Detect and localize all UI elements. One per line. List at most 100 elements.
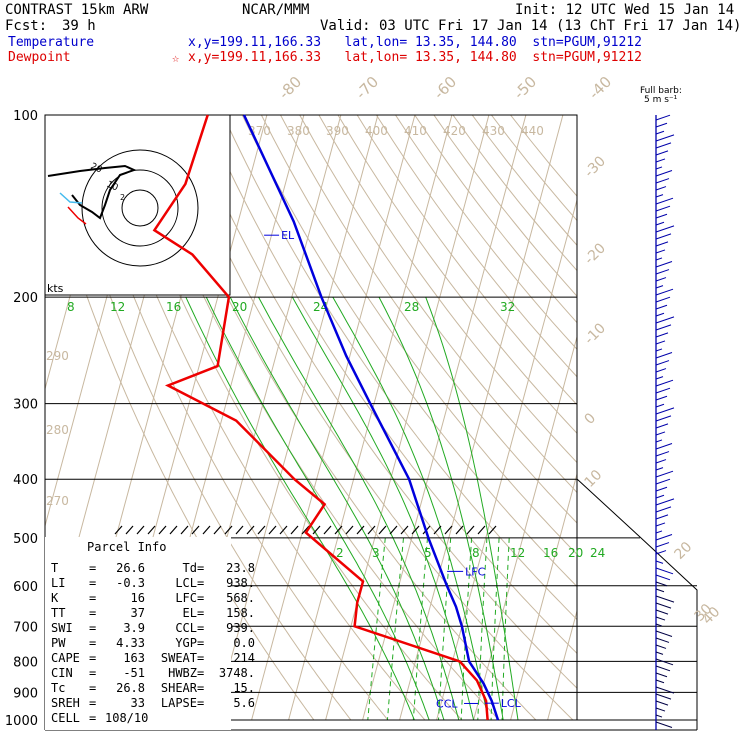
moist-adiabat-line: [258, 296, 460, 721]
parcel-label: Tc: [51, 681, 66, 695]
parcel-label: EL: [182, 606, 197, 620]
isotherm-line: [362, 115, 527, 721]
pressure-tick-label: 100: [13, 109, 38, 124]
wind-barb: [655, 550, 667, 555]
wind-barb: [655, 574, 671, 581]
wind-barb: [655, 316, 675, 324]
mixing-ratio-label: 8: [472, 546, 480, 560]
wind-barb: [655, 324, 672, 331]
parcel-value: 33: [130, 696, 145, 710]
wind-barb: [655, 114, 671, 121]
pressure-tick-label: 900: [13, 686, 38, 701]
dry-adiabat-line: [165, 115, 574, 721]
wind-barb: [655, 470, 674, 478]
parcel-row: CIN = -51 HWBZ = 3748.: [51, 666, 255, 681]
parcel-value: 23.8: [226, 561, 255, 575]
mixing-ratio-line: [367, 537, 386, 721]
parcel-value: =: [89, 621, 104, 635]
hatch-mark: [279, 525, 288, 535]
isotherm-right-label: 20: [672, 539, 696, 563]
wind-barb: [655, 721, 673, 728]
wind-barb: [655, 665, 671, 672]
wind-barb: [655, 609, 669, 615]
parcel-value: =: [197, 636, 212, 650]
parcel-label: LAPSE: [160, 696, 197, 710]
dry-adiabat-line: [126, 115, 500, 721]
hodograph-height-label: 2: [120, 193, 125, 202]
parcel-row: LI = -0.3 LCL = 938.: [51, 576, 255, 591]
dry-adiabat-line: [280, 115, 577, 524]
wind-barb: [655, 478, 671, 485]
pressure-tick-label: 300: [13, 398, 38, 413]
moist-adiabat-line: [378, 296, 504, 721]
parcel-value: [215, 711, 255, 726]
hatch-mark: [158, 525, 167, 535]
isotherm-line: [325, 115, 490, 721]
mixing-ratio-line: [477, 537, 488, 721]
hatch-mark: [411, 525, 420, 535]
el-label: EL: [281, 229, 295, 242]
parcel-value: 3.9: [123, 621, 145, 635]
hatch-mark: [433, 525, 442, 535]
wind-barb: [655, 494, 665, 499]
parcel-row: PW = 4.33 YGP = 0.0: [51, 636, 255, 651]
mixing-ratio-line: [501, 537, 510, 721]
parcel-value: =: [197, 591, 212, 605]
hodograph-sfc-trace: [67, 206, 87, 225]
theta-label: 420: [443, 124, 466, 138]
isotherm-top-label: -80: [275, 73, 305, 103]
dry-adiabat-line: [491, 115, 577, 222]
parcel-label: LI: [51, 576, 66, 590]
parcel-value: =: [197, 696, 212, 710]
hatch-mark: [367, 525, 376, 535]
mixing-ratio-line: [386, 537, 404, 721]
temperature-trace: [242, 114, 500, 721]
wind-barb: [655, 340, 666, 345]
theta-left-label: 280: [46, 423, 69, 437]
ccl-label: CCL: [436, 697, 458, 710]
wind-barb: [655, 387, 671, 394]
forecast-label: Fcst:: [5, 18, 48, 34]
hatch-mark: [180, 525, 189, 535]
parcel-value: 214: [233, 651, 255, 665]
wind-barb: [655, 225, 675, 233]
lower-chart-region: [367, 478, 698, 730]
parcel-value: =: [197, 681, 212, 695]
parcel-value: 163: [123, 651, 145, 665]
wind-barbs-column: [655, 114, 675, 730]
dry-adiabat-line: [356, 115, 577, 406]
hatch-mark: [345, 525, 354, 535]
parcel-info-rows: T = 26.6 Td = 23.8 LI = -0.3 LCL = 938. K = 16 LFC…: [51, 561, 255, 726]
pressure-tick-label: 1000: [5, 714, 38, 729]
dry-adiabat-line: [375, 115, 577, 378]
wind-barb: [655, 623, 663, 627]
moist-adiabat-label: 28: [404, 300, 419, 314]
hatch-mark: [455, 525, 464, 535]
dry-adiabat-grid: [45, 115, 577, 721]
hatch-mark: [169, 525, 178, 535]
wind-barb: [655, 439, 663, 443]
wind-barb: [655, 506, 672, 513]
moist-adiabat-line: [332, 296, 489, 721]
dry-adiabat-line: [395, 115, 577, 351]
parcel-value: =: [89, 636, 104, 650]
mixing-ratio-region: [367, 537, 510, 721]
lfc-label: LFC: [465, 565, 485, 578]
dry-adiabat-line: [337, 115, 577, 434]
wind-barb: [655, 534, 673, 541]
wind-barb: [655, 679, 665, 684]
pressure-tick-label: 200: [13, 291, 38, 306]
isotherm-line: [510, 472, 577, 721]
wind-barb: [655, 178, 670, 184]
theta-label: 430: [482, 124, 505, 138]
wind-barb: [655, 197, 674, 205]
parcel-row: T = 26.6 Td = 23.8: [51, 561, 255, 576]
mixing-ratio-label: 24: [590, 546, 605, 560]
wind-barb: [655, 542, 670, 548]
hodograph-ring: [81, 149, 199, 267]
wind-barb: [655, 257, 663, 261]
dry-adiabat-line: [88, 115, 426, 721]
parcel-value: 158.: [226, 606, 255, 620]
wind-barb: [655, 693, 672, 700]
